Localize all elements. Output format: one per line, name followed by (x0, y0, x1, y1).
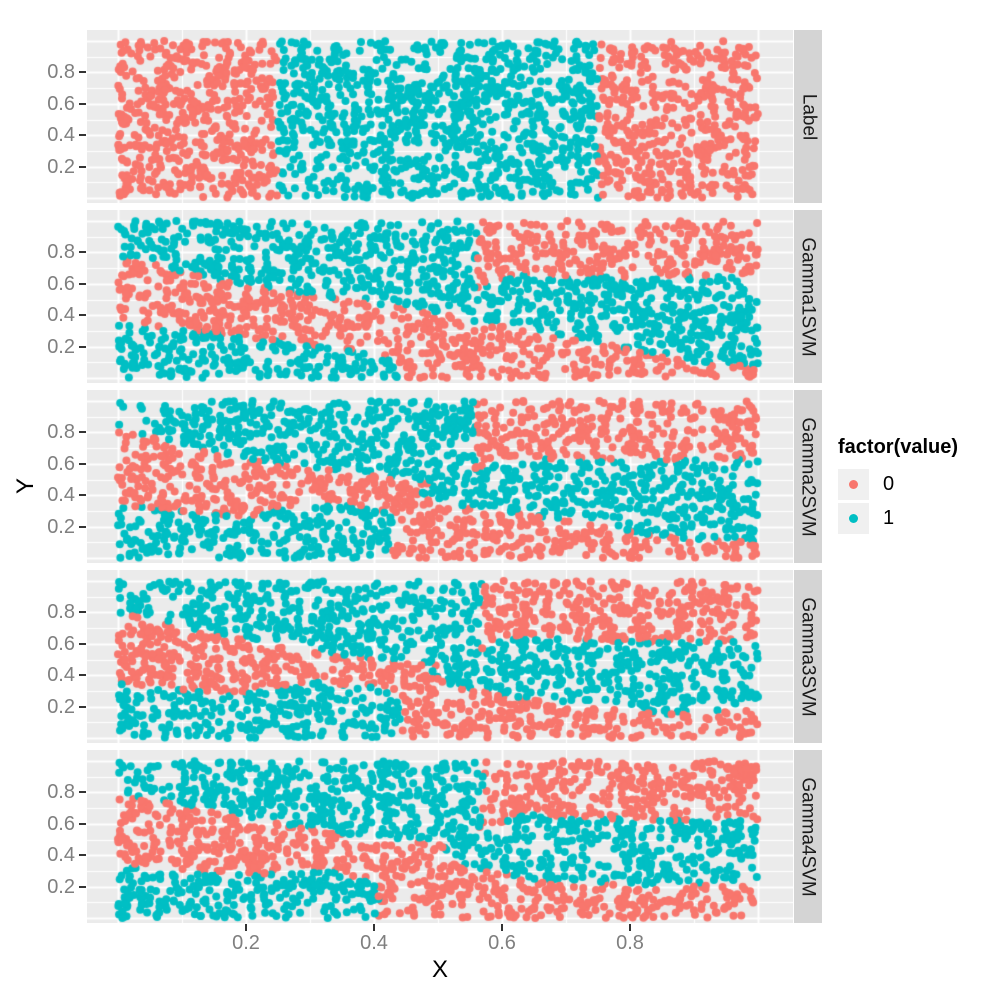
facet-strip-gamma3svm: Gamma3SVM (794, 570, 822, 743)
y-tick-mark (79, 462, 86, 465)
y-tick-label: 0.8 (47, 421, 75, 444)
y-tick-mark (79, 282, 86, 285)
y-tick-label: 0.4 (47, 304, 75, 327)
legend-title: factor(value) (838, 436, 959, 458)
facet-strip-label: Label (798, 93, 819, 140)
y-tick-mark (79, 251, 86, 254)
y-tick-label: 0.8 (47, 61, 75, 84)
legend-entry-0: 0 (838, 469, 994, 500)
y-tick-label: 0.8 (47, 241, 75, 264)
facet-panel-gamma2svm (87, 390, 793, 563)
x-tick-label: 0.4 (360, 932, 388, 954)
legend-entry-label: 1 (883, 507, 895, 529)
x-tick-mark (373, 924, 375, 931)
x-tick-label: 0.8 (616, 932, 644, 954)
y-tick-mark (79, 71, 86, 74)
facet-strip-gamma2svm: Gamma2SVM (794, 390, 822, 563)
y-tick-mark (79, 345, 86, 348)
x-tick-mark (501, 924, 503, 931)
y-tick-mark (79, 611, 86, 614)
y-tick-label: 0.4 (47, 844, 75, 867)
y-tick-mark (79, 791, 86, 794)
y-tick-label: 0.8 (47, 601, 75, 624)
x-axis-title: X (431, 956, 448, 983)
y-tick-label: 0.6 (47, 92, 75, 115)
x-tick-label: 0.2 (232, 932, 260, 954)
y-tick-mark (79, 314, 86, 317)
y-tick-mark (79, 705, 86, 708)
y-tick-mark (79, 854, 86, 857)
y-tick-label: 0.6 (47, 632, 75, 655)
facet-strip-gamma4svm: Gamma4SVM (794, 750, 822, 923)
y-tick-mark (79, 134, 86, 137)
facet-panel-label (87, 30, 793, 203)
y-tick-mark (79, 822, 86, 825)
y-tick-label: 0.2 (47, 515, 75, 538)
facet-panel-gamma4svm (87, 750, 793, 923)
y-tick-mark (79, 674, 86, 677)
y-tick-label: 0.6 (47, 812, 75, 835)
y-tick-mark (79, 885, 86, 888)
facet-strip-label: Gamma1SVM (798, 236, 819, 357)
x-tick-mark (629, 924, 631, 931)
y-tick-label: 0.6 (47, 272, 75, 295)
y-tick-label: 0.2 (47, 695, 75, 718)
facet-panel-gamma1svm (87, 210, 793, 383)
y-tick-mark (79, 494, 86, 497)
y-tick-mark (79, 165, 86, 168)
y-tick-label: 0.4 (47, 484, 75, 507)
legend-point-icon (849, 480, 858, 489)
facet-strip-label: Gamma4SVM (798, 776, 819, 897)
x-tick-mark (245, 924, 247, 931)
facet-strip-label: Label (794, 30, 822, 203)
facet-strip-gamma1svm: Gamma1SVM (794, 210, 822, 383)
legend-key (838, 469, 869, 500)
y-tick-label: 0.4 (47, 124, 75, 147)
legend-entry-1: 1 (838, 503, 994, 534)
y-tick-label: 0.2 (47, 875, 75, 898)
y-tick-label: 0.2 (47, 335, 75, 358)
y-tick-mark (79, 642, 86, 645)
facet-strip-label: Gamma3SVM (798, 596, 819, 717)
y-tick-mark (79, 431, 86, 434)
y-tick-label: 0.4 (47, 664, 75, 687)
y-tick-label: 0.6 (47, 452, 75, 475)
y-tick-label: 0.2 (47, 155, 75, 178)
facet-panel-gamma3svm (87, 570, 793, 743)
y-tick-mark (79, 102, 86, 105)
legend-entry-label: 0 (883, 473, 895, 495)
legend-key (838, 503, 869, 534)
facet-strip-label: Gamma2SVM (798, 416, 819, 537)
y-tick-mark (79, 525, 86, 528)
y-tick-label: 0.8 (47, 781, 75, 804)
x-tick-label: 0.6 (488, 932, 516, 954)
legend-point-icon (849, 514, 858, 523)
